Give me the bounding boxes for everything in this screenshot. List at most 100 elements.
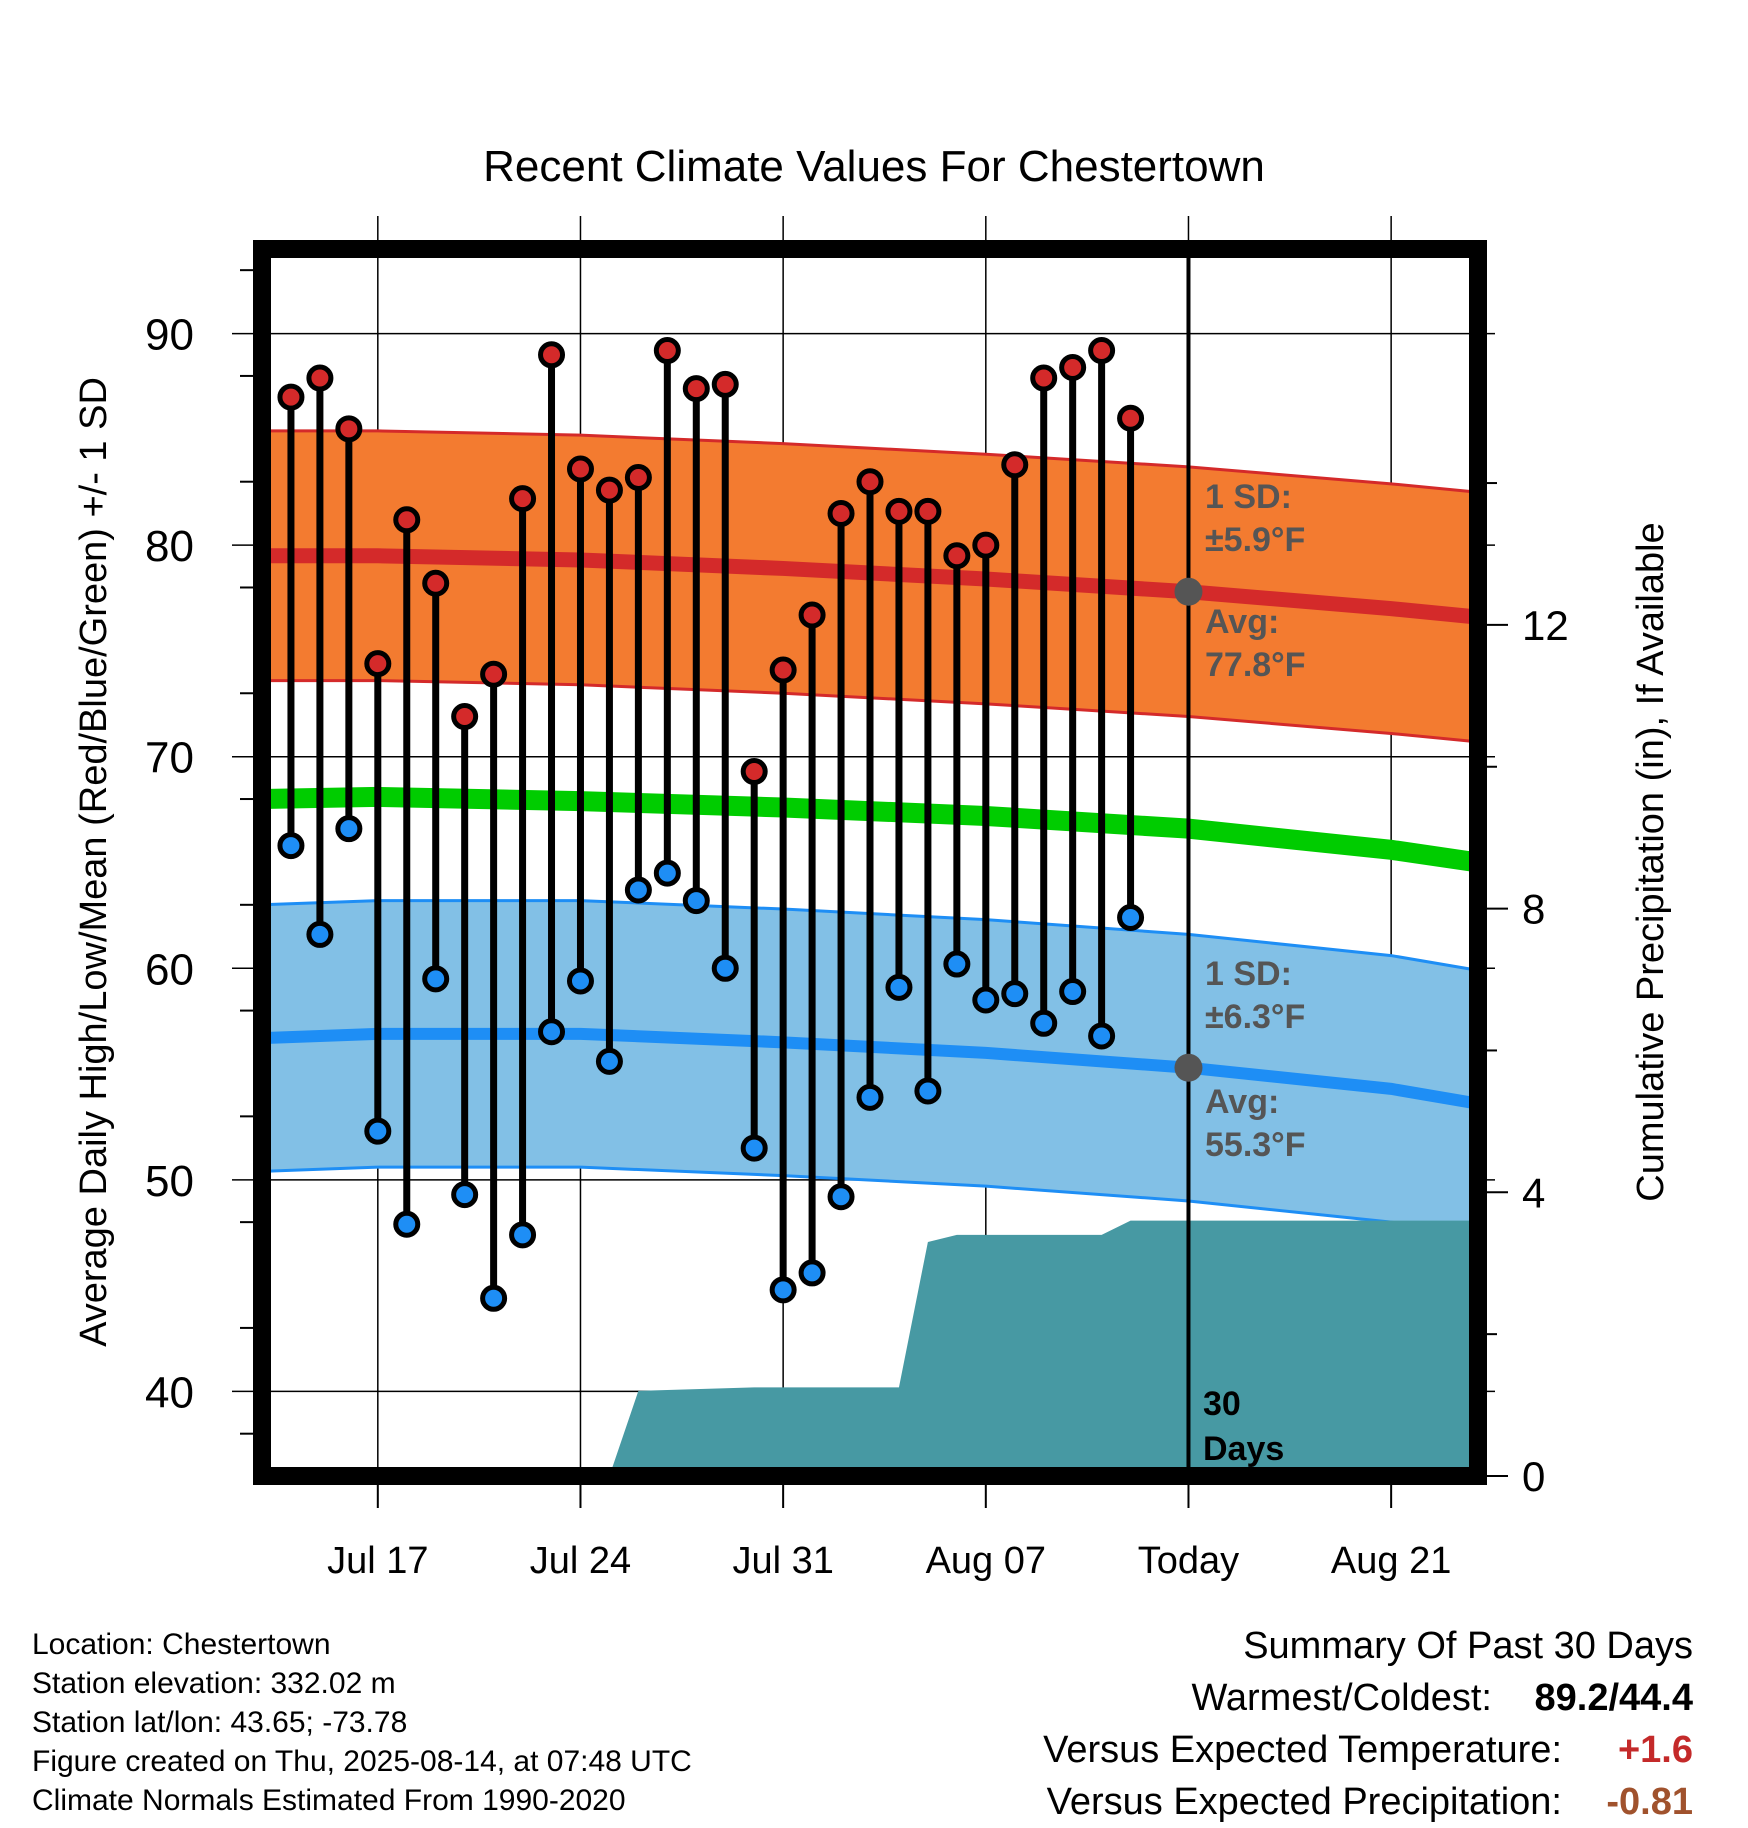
x-tick-label: Jul 31 (732, 1540, 833, 1582)
high-avg-annotation-line-1: Avg: (1205, 603, 1279, 641)
daily-low-point (1030, 1009, 1058, 1037)
low-sd-upper-edge (261, 899, 1479, 972)
plot-border (253, 240, 1487, 1485)
summary-title: Summary Of Past 30 Days (1243, 1625, 1693, 1667)
high-sd-lower-edge (262, 679, 1479, 744)
y-right-axis-label: Cumulative Precipitation (in), If Availa… (1630, 522, 1672, 1201)
daily-low-point (277, 832, 305, 860)
low-sd-lower-edge (261, 1165, 1479, 1239)
daily-high-point (653, 337, 681, 365)
daily-high-point (1088, 337, 1116, 365)
daily-high-point (335, 415, 363, 443)
daily-high-point (711, 370, 739, 398)
warmest-coldest-row: Warmest/Coldest: 89.2/44.4 (1043, 1672, 1693, 1724)
y-left-axis-label: Average Daily High/Low/Mean (Red/Blue/Gr… (73, 377, 115, 1347)
high-sd-annotation-line-2: ±5.9°F (1205, 521, 1305, 559)
climate-chart: Recent Climate Values For Chestertown Jul… (73, 142, 1672, 1610)
daily-high-point (1059, 353, 1087, 381)
chart-title: Recent Climate Values For Chestertown (483, 142, 1265, 191)
daily-high-point (943, 542, 971, 570)
daily-high-point (595, 476, 623, 504)
precip-label: Versus Expected Precipitation: (1046, 1781, 1562, 1823)
daily-low-point (566, 967, 594, 995)
daily-low-point (509, 1221, 537, 1249)
daily-high-point (885, 497, 913, 525)
x-tick-label: Today (1138, 1540, 1239, 1582)
x-tick-label: Jul 17 (327, 1540, 428, 1582)
summary-panel: Summary Of Past 30 Days Warmest/Coldest:… (1043, 1620, 1693, 1828)
daily-low-point (653, 859, 681, 887)
daily-high-point (682, 375, 710, 403)
days-annotation-line-1: 30 (1203, 1385, 1241, 1423)
daily-low-point (451, 1181, 479, 1209)
normal-lines (261, 548, 1480, 1110)
latlon-text: Station lat/lon: 43.65; -73.78 (32, 1706, 408, 1739)
daily-low-point (682, 887, 710, 915)
daily-low-point (393, 1210, 421, 1238)
precip-area (609, 1220, 1478, 1476)
daily-high-point (1117, 404, 1145, 432)
daily-high-point (1001, 451, 1029, 479)
normals-text: Climate Normals Estimated From 1990-2020 (32, 1784, 626, 1817)
daily-high-point (856, 468, 884, 496)
high-sd-annotation-line-1: 1 SD: (1205, 478, 1292, 516)
temp-value: +1.6 (1617, 1729, 1693, 1771)
y-left-tick-label: 50 (145, 1157, 194, 1206)
axis-ticks (240, 269, 1508, 1508)
low-sd-annotation-line-2: ±6.3°F (1205, 998, 1305, 1036)
warmest-coldest-value: 89.2/44.4 (1534, 1677, 1693, 1719)
daily-high-point (393, 506, 421, 534)
daily-low-point (306, 920, 334, 948)
daily-high-point (624, 463, 652, 491)
daily-high-point (422, 569, 450, 597)
daily-low-point (885, 973, 913, 1001)
daily-low-point (1088, 1022, 1116, 1050)
low-sd-annotation-line-1: 1 SD: (1205, 955, 1292, 993)
y-right-tick-label: 12 (1522, 602, 1569, 649)
daily-low-point (740, 1134, 768, 1162)
mean-normal-line (261, 786, 1480, 873)
precip-value: -0.81 (1606, 1781, 1693, 1823)
low-normal-line (261, 1027, 1480, 1110)
daily-high-point (364, 650, 392, 678)
daily-low-point (827, 1183, 855, 1211)
daily-high-point (827, 499, 855, 527)
daily-high-point (972, 531, 1000, 559)
high-normal-line (262, 548, 1479, 625)
daily-low-point (972, 986, 1000, 1014)
daily-high-point (914, 497, 942, 525)
daily-low-point (769, 1276, 797, 1304)
elevation-text: Station elevation: 332.02 m (32, 1667, 396, 1700)
daily-low-point (422, 965, 450, 993)
daily-low-point (914, 1077, 942, 1105)
created-text: Figure created on Thu, 2025-08-14, at 07… (32, 1745, 692, 1778)
daily-low-point (364, 1117, 392, 1145)
high-sd-upper-edge (262, 429, 1479, 494)
y-right-tick-label: 4 (1522, 1169, 1545, 1216)
today-low-normal-dot (1174, 1053, 1203, 1082)
daily-low-point (335, 815, 363, 843)
y-left-tick-label: 40 (145, 1368, 194, 1417)
x-tick-label: Aug 21 (1331, 1540, 1451, 1582)
daily-low-point (711, 954, 739, 982)
daily-high-point (480, 660, 508, 688)
daily-high-point (798, 601, 826, 629)
today-marker (1174, 249, 1203, 1476)
daily-high-point (566, 455, 594, 483)
temp-row: Versus Expected Temperature: +1.6 (1043, 1724, 1693, 1776)
high-avg-annotation-line-2: 77.8°F (1205, 646, 1306, 684)
daily-low-point (856, 1083, 884, 1111)
daily-low-point (943, 950, 971, 978)
daily-low-point (798, 1259, 826, 1287)
y-left-tick-label: 60 (145, 945, 194, 994)
y-right-tick-label: 8 (1522, 886, 1545, 933)
precip-cumulative-area (609, 1220, 1478, 1476)
location-text: Location: Chestertown (32, 1628, 331, 1661)
precip-row: Versus Expected Precipitation: -0.81 (1043, 1776, 1693, 1828)
chart-text: Recent Climate Values For Chestertown Jul… (73, 142, 1672, 1610)
daily-low-point (1117, 904, 1145, 932)
daily-high-point (509, 485, 537, 513)
today-high-normal-dot (1174, 577, 1203, 606)
daily-low-point (1001, 980, 1029, 1008)
y-right-tick-label: 0 (1522, 1453, 1545, 1500)
